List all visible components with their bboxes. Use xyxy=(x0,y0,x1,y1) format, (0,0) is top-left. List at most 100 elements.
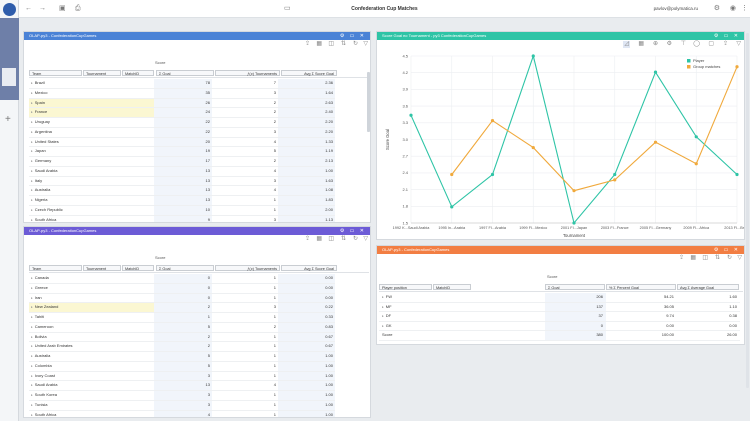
cell-avg-goal[interactable]: 1.00 xyxy=(278,371,335,382)
row-label[interactable]: ▸ Mexico xyxy=(29,88,154,99)
table-row[interactable]: ▸ Italy 13 3 1.63 xyxy=(29,176,335,187)
table-row[interactable]: ▸ Saudi Arabia 13 4 1.00 xyxy=(29,380,335,391)
cell-avg-goal[interactable]: 0.00 xyxy=(278,274,335,284)
cell-tournaments[interactable]: 2 xyxy=(212,117,278,128)
sort-icon[interactable]: ⇅ xyxy=(340,41,346,47)
cell-goal[interactable]: 22 xyxy=(154,127,212,138)
export-icon[interactable]: ⇪ xyxy=(304,41,310,47)
cell-avg-goal[interactable]: 2.20 xyxy=(278,127,335,138)
row-label[interactable]: Score xyxy=(379,330,545,341)
expand-icon[interactable]: ▸ xyxy=(31,149,33,154)
cell-goal[interactable]: 0 xyxy=(545,321,606,332)
cell-percent-goal[interactable]: 0.00 xyxy=(606,321,677,332)
apps-icon[interactable]: ⋮ xyxy=(741,5,748,12)
cell-avg-goal[interactable]: 0.67 xyxy=(278,341,335,352)
cell-goal[interactable]: 2 xyxy=(154,341,212,352)
expand-icon[interactable]: ▸ xyxy=(31,198,33,202)
cell-tournaments[interactable]: 1 xyxy=(212,332,278,343)
row-label[interactable]: ▸ Saudi Arabia xyxy=(29,166,154,177)
expand-icon[interactable]: ▸ xyxy=(382,295,384,299)
cell-avg-goal[interactable]: 1.00 xyxy=(278,410,335,417)
dim-team[interactable]: Team xyxy=(29,265,82,271)
cell-percent-goal[interactable]: 9.74 xyxy=(606,311,677,322)
cell-avg-goal[interactable]: 2.20 xyxy=(278,117,335,128)
table-row[interactable]: ▸ Brazil 78 7 2.36 xyxy=(29,79,335,89)
cell-tournaments[interactable]: 1 xyxy=(212,390,278,401)
cell-goal[interactable]: 3 xyxy=(154,371,212,382)
expand-icon[interactable]: ▸ xyxy=(31,344,33,349)
cell-avg-goal[interactable]: 1.64 xyxy=(278,88,335,99)
measure-goal[interactable]: Σ Goal xyxy=(156,265,214,271)
chart-icon[interactable]: ◫ xyxy=(702,255,708,261)
row-label[interactable]: ▸ Canada xyxy=(29,274,154,284)
table-row[interactable]: ▸ Colombia 5 1 1.00 xyxy=(29,361,335,372)
cell-goal[interactable]: 2 xyxy=(154,332,212,343)
cell-goal[interactable]: 5 xyxy=(154,361,212,372)
cell-tournaments[interactable]: 4 xyxy=(212,166,278,177)
cell-tournaments[interactable]: 1 xyxy=(212,195,278,206)
table-row[interactable]: ▸ United States 20 4 1.33 xyxy=(29,137,335,148)
table-row[interactable]: ▸ GK 0 0.00 0.00 xyxy=(379,321,740,332)
cell-tournaments[interactable]: 1 xyxy=(212,371,278,382)
cell-avg-goal[interactable]: 1.00 xyxy=(278,361,335,372)
total-row[interactable]: Score 380 100.00 26.00 xyxy=(379,330,740,341)
expand-icon[interactable]: ▸ xyxy=(31,217,33,222)
expand-icon[interactable]: ▸ xyxy=(382,323,384,328)
cell-tournaments[interactable]: 1 xyxy=(212,312,278,323)
measure-goal[interactable]: Σ Goal xyxy=(156,70,214,76)
row-label[interactable]: ▸ FW xyxy=(379,293,545,303)
measure-average-goal[interactable]: Avg Σ Average Goal xyxy=(677,284,739,290)
cell-goal[interactable]: 22 xyxy=(154,117,212,128)
cell-avg-goal[interactable]: 1.63 xyxy=(278,176,335,187)
cell-tournaments[interactable]: 3 xyxy=(212,88,278,99)
settings-icon[interactable]: ⚙ xyxy=(713,5,720,12)
row-label[interactable]: ▸ Iran xyxy=(29,293,154,304)
table-row[interactable]: ▸ Mexico 35 3 1.64 xyxy=(29,88,335,99)
cell-avg-goal[interactable]: 0.22 xyxy=(278,302,335,313)
expand-icon[interactable]: ▸ xyxy=(31,178,33,183)
table-row[interactable]: ▸ Bolivia 2 1 0.67 xyxy=(29,332,335,343)
table-row[interactable]: ▸ Tunisia 3 1 1.00 xyxy=(29,400,335,411)
table-row[interactable]: ▸ Saudi Arabia 13 4 1.00 xyxy=(29,166,335,177)
measure-avg-goal[interactable]: Avg Σ Score Goal xyxy=(281,265,337,271)
table-row[interactable]: ▸ Germany 17 2 2.13 xyxy=(29,156,335,167)
cell-tournaments[interactable]: 4 xyxy=(212,137,278,148)
expand-icon[interactable]: ▸ xyxy=(31,383,33,388)
cell-avg-goal[interactable]: 2.13 xyxy=(278,156,335,167)
cell-avg-goal[interactable]: 1.13 xyxy=(278,215,335,222)
cell-avg-goal[interactable]: 1.00 xyxy=(278,351,335,362)
cell-average-goal[interactable]: 0.00 xyxy=(677,321,740,332)
refresh-icon[interactable]: ↻ xyxy=(352,236,358,242)
cell-avg-goal[interactable]: 0.00 xyxy=(278,283,335,294)
row-label[interactable]: ▸ Ivory Coast xyxy=(29,371,154,382)
cell-goal[interactable]: 3 xyxy=(154,390,212,401)
layout-icon[interactable]: ▭ xyxy=(284,5,291,12)
cell-goal[interactable]: 26 xyxy=(154,98,212,109)
table-row[interactable]: ▸ Australia 5 1 1.00 xyxy=(29,351,335,362)
cell-avg-goal[interactable]: 1.33 xyxy=(278,137,335,148)
export-icon[interactable]: ⇪ xyxy=(304,236,310,242)
row-label[interactable]: ▸ Australia xyxy=(29,351,154,362)
vertical-scrollbar[interactable] xyxy=(367,72,370,132)
cell-average-goal[interactable]: 1.10 xyxy=(677,302,740,313)
pin-icon[interactable]: ⊤ xyxy=(680,41,686,47)
save-icon[interactable]: ▣ xyxy=(59,5,66,12)
row-label[interactable]: ▸ Colombia xyxy=(29,361,154,372)
cell-goal[interactable]: 13 xyxy=(154,195,212,206)
cell-percent-goal[interactable]: 100.00 xyxy=(606,330,677,341)
measure-avg-goal[interactable]: Avg Σ Score Goal xyxy=(281,70,337,76)
expand-icon[interactable]: ▸ xyxy=(31,295,33,300)
cell-goal[interactable]: 3 xyxy=(154,400,212,411)
row-label[interactable]: ▸ DF xyxy=(379,311,545,322)
row-label[interactable]: ▸ Italy xyxy=(29,176,154,187)
cell-tournaments[interactable]: 5 xyxy=(212,146,278,157)
cell-goal[interactable]: 137 xyxy=(545,302,606,313)
cell-avg-goal[interactable]: 2.40 xyxy=(278,107,335,118)
expand-icon[interactable]: ▸ xyxy=(31,159,33,163)
expand-icon[interactable]: ▸ xyxy=(31,324,33,329)
row-label[interactable]: ▸ Japan xyxy=(29,146,154,157)
row-label[interactable]: ▸ Argentina xyxy=(29,127,154,138)
dim-tournament[interactable]: Tournament xyxy=(83,70,121,76)
row-label[interactable]: ▸ MF xyxy=(379,302,545,313)
cell-tournaments[interactable]: 1 xyxy=(212,205,278,216)
